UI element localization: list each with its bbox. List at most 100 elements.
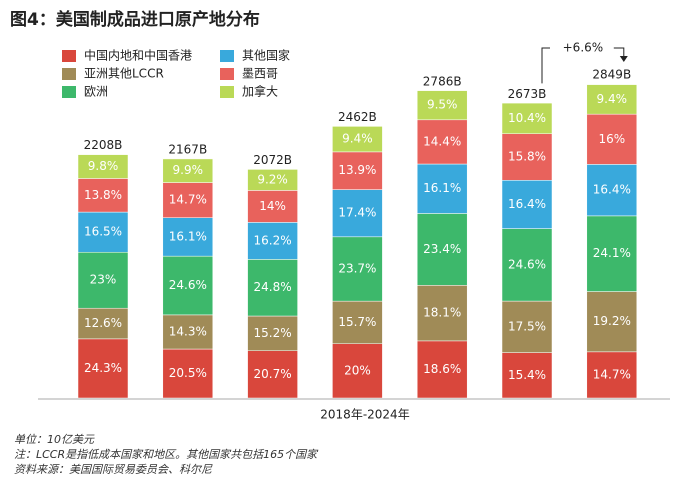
data-label: 24.3% (84, 361, 122, 375)
bar-segment (77, 211, 129, 253)
legend-label: 欧洲 (84, 85, 108, 99)
bar-segment (77, 154, 129, 179)
data-label: 9.8% (88, 159, 119, 173)
bar-segment (332, 126, 383, 153)
bar-segment (586, 84, 638, 115)
data-label: 23.4% (423, 242, 461, 256)
total-label: 2072B (253, 153, 292, 167)
data-label: 20% (344, 363, 371, 377)
bar-segment (501, 133, 553, 181)
data-label: 9.2% (257, 172, 288, 186)
x-axis-label: 2018年-2024年 (320, 408, 409, 422)
bar-segment (501, 180, 553, 229)
data-label: 19.2% (593, 314, 631, 328)
legend-label: 墨西哥 (242, 67, 278, 81)
data-label: 15.8% (508, 150, 546, 164)
legend-swatch (220, 86, 234, 98)
data-label: 12.6% (84, 316, 122, 330)
data-label: 15.2% (254, 326, 292, 340)
data-label: 13.9% (338, 163, 376, 177)
bar-segment (247, 169, 298, 191)
data-label: 16.1% (423, 181, 461, 195)
bar-segment (162, 158, 214, 183)
bar-segment (332, 151, 383, 190)
annotation: +6.6% (563, 41, 604, 55)
legend-label: 其他国家 (242, 48, 290, 63)
data-label: 14% (259, 199, 286, 213)
bar-segment (77, 178, 129, 213)
data-label: 16.4% (508, 197, 546, 211)
bar-segment (416, 340, 468, 399)
legend-label: 加拿大 (242, 84, 278, 99)
bar-segment (162, 314, 214, 350)
data-label: 17.5% (508, 319, 546, 333)
data-label: 13.8% (84, 188, 122, 202)
total-label: 2167B (168, 143, 207, 157)
data-label: 9.9% (173, 163, 204, 177)
bar-segment (586, 164, 638, 217)
bar-segment (162, 348, 214, 399)
bar-segment (586, 291, 638, 353)
bar-segment (586, 351, 638, 399)
bar-segment (162, 217, 214, 257)
data-label: 14.7% (169, 193, 207, 207)
data-label: 18.1% (423, 306, 461, 320)
data-label: 15.4% (508, 368, 546, 382)
bar-segment (247, 315, 298, 351)
data-label: 17.4% (338, 206, 376, 220)
data-label: 9.4% (597, 92, 628, 106)
data-label: 14.7% (593, 367, 631, 381)
bar-segment (247, 259, 298, 317)
note: 资料来源：美国国际贸易委员会、科尔尼 (14, 463, 213, 476)
data-label: 14.3% (169, 324, 207, 338)
bar-segment (332, 300, 383, 344)
bar-segment (416, 285, 468, 342)
total-label: 2786B (423, 74, 462, 88)
data-label: 16.2% (254, 233, 292, 247)
data-label: 20.5% (169, 366, 207, 380)
bar-segment (416, 163, 468, 214)
legend-swatch (220, 68, 234, 80)
note: 单位：10亿美元 (14, 433, 95, 446)
bar-segment (247, 190, 298, 223)
data-label: 24.6% (169, 278, 207, 292)
note: 注：LCCR是指低成本国家和地区。其他国家共包括165个国家 (14, 448, 319, 461)
legend-swatch (62, 86, 76, 98)
total-label: 2673B (508, 87, 547, 101)
legend-label: 中国内地和中国香港 (84, 48, 192, 63)
legend-swatch (62, 50, 76, 62)
data-label: 16.4% (593, 183, 631, 197)
data-label: 18.6% (423, 362, 461, 376)
bar-segment (416, 213, 468, 286)
bar-segment (501, 352, 553, 399)
data-label: 20.7% (254, 367, 292, 381)
bar-segment (77, 307, 129, 340)
total-label: 2462B (338, 110, 377, 124)
total-label: 2208B (84, 138, 123, 152)
bar-segment (416, 90, 468, 121)
bar-segment (501, 102, 553, 134)
data-label: 16.5% (84, 225, 122, 239)
chart-title: 图4：美国制成品进口原产地分布 (10, 9, 260, 30)
bar-segment (586, 215, 638, 292)
bar-segment (501, 228, 553, 302)
annotation-arrow (619, 56, 628, 62)
bar-segment (501, 300, 553, 353)
data-label: 14.4% (423, 134, 461, 148)
bar-segment (162, 255, 214, 316)
bar-segment (247, 222, 298, 260)
data-label: 24.1% (593, 246, 631, 260)
data-label: 9.5% (427, 98, 458, 112)
data-label: 24.8% (254, 280, 292, 294)
data-label: 10.4% (508, 111, 546, 125)
total-label: 2849B (592, 68, 631, 82)
data-label: 16% (598, 132, 625, 146)
data-label: 15.7% (338, 315, 376, 329)
bar-segment (332, 343, 383, 399)
bar-segment (416, 119, 468, 165)
data-label: 24.6% (508, 257, 546, 271)
data-label: 23.7% (338, 261, 376, 275)
bar-segment (77, 338, 129, 399)
bar-segment (247, 350, 298, 399)
